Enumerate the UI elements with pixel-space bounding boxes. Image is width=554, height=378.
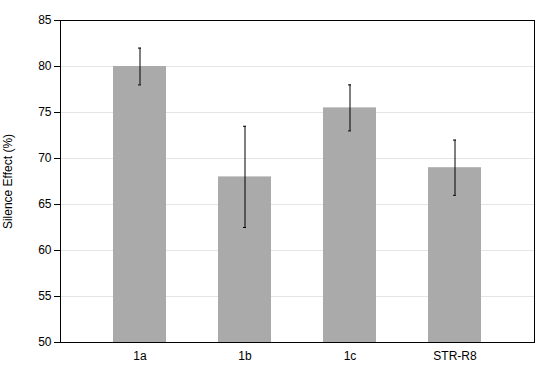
svg-text:60: 60 [38, 243, 52, 257]
svg-text:80: 80 [38, 59, 52, 73]
svg-text:65: 65 [38, 197, 52, 211]
svg-text:50: 50 [38, 335, 52, 349]
svg-text:1a: 1a [133, 349, 147, 363]
svg-text:Silence Effect (%): Silence Effect (%) [1, 134, 15, 229]
svg-text:1c: 1c [344, 349, 357, 363]
svg-text:70: 70 [38, 151, 52, 165]
svg-text:STR-R8: STR-R8 [433, 349, 477, 363]
svg-text:1b: 1b [238, 349, 252, 363]
svg-text:55: 55 [38, 289, 52, 303]
svg-text:75: 75 [38, 105, 52, 119]
svg-text:85: 85 [38, 13, 52, 27]
